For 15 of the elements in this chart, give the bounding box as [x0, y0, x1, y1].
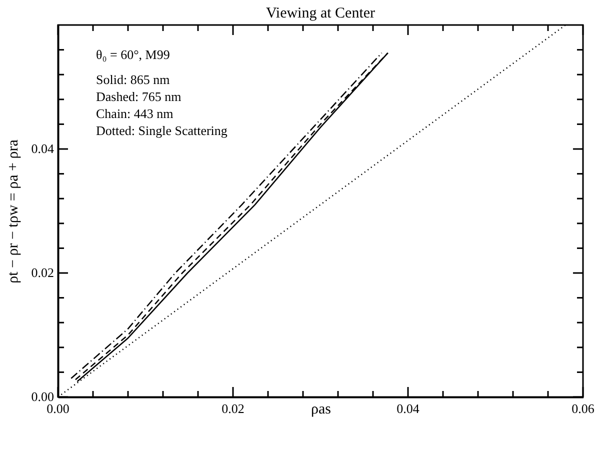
annotation: Solid: 865 nm	[96, 72, 170, 87]
y-tick-label: 0.00	[31, 389, 54, 404]
annotation: θ₀ = 60°, M99	[96, 47, 170, 62]
x-axis-title: ρas	[311, 402, 332, 418]
annotation: Dotted: Single Scattering	[96, 123, 228, 138]
x-tick-label: 0.02	[222, 401, 244, 416]
annotation: Dashed: 765 nm	[96, 89, 182, 104]
y-tick-label: 0.04	[31, 141, 54, 156]
annotation: Chain: 443 nm	[96, 106, 174, 121]
x-tick-label: 0.00	[46, 401, 70, 416]
x-tick-label: 0.06	[572, 401, 595, 416]
chart-title: Viewing at Center	[266, 5, 376, 22]
y-axis-title: ρt − ρr − tρw = ρa + ρra	[6, 139, 22, 284]
x-tick-label: 0.04	[396, 401, 420, 416]
y-tick-label: 0.02	[31, 265, 54, 280]
